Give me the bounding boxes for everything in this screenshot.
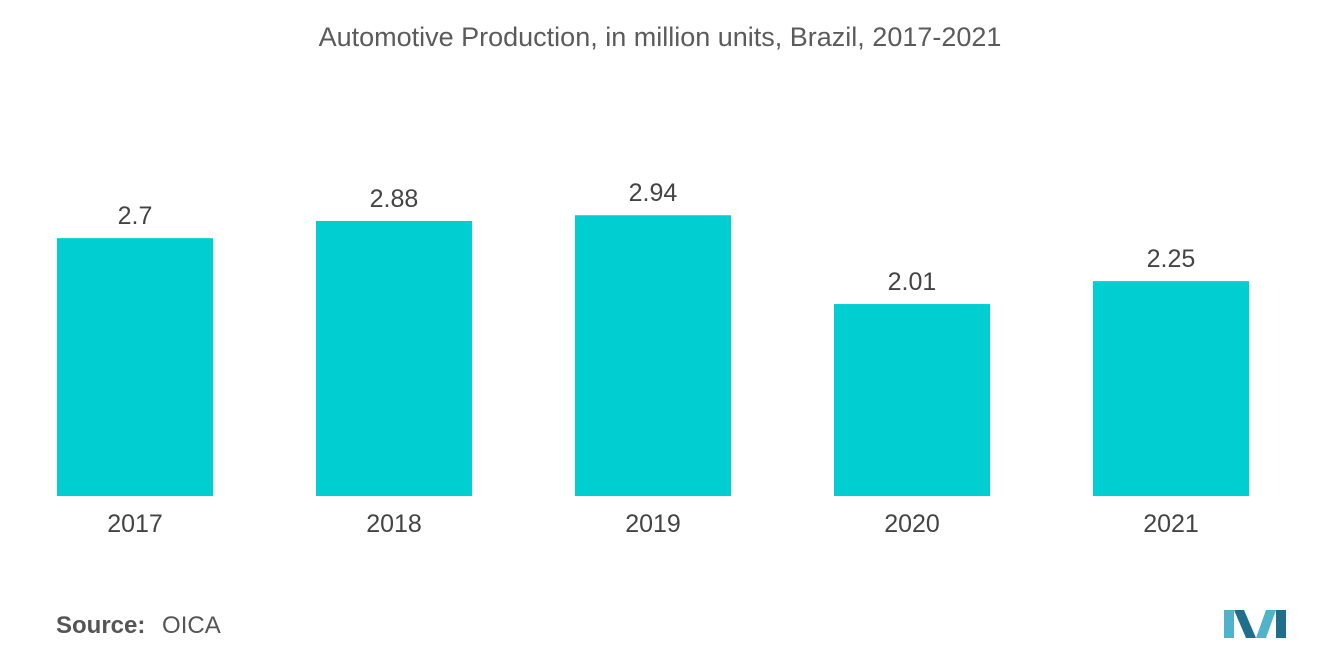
value-labels-layer: 2.7 2.88 2.94 2.01 2.25 xyxy=(118,179,1196,296)
logo-right-diagonal xyxy=(1256,610,1276,638)
value-label-2018: 2.88 xyxy=(370,185,419,213)
value-label-2017: 2.7 xyxy=(118,202,153,230)
bar-chart: 2.7 2.88 2.94 2.01 2.25 2017 2018 2019 2020 2021 xyxy=(57,179,1249,538)
x-axis: 2017 2018 2019 2020 2021 xyxy=(107,510,1199,538)
x-tick-label-2020: 2020 xyxy=(884,510,940,538)
value-label-2019: 2.94 xyxy=(629,179,678,207)
x-tick-label-2021: 2021 xyxy=(1143,510,1199,538)
bar-2021 xyxy=(1093,281,1249,496)
value-label-2021: 2.25 xyxy=(1147,245,1196,273)
source-note: Source: OICA xyxy=(56,612,221,640)
x-tick-label-2019: 2019 xyxy=(625,510,681,538)
logo-right-stroke xyxy=(1276,610,1286,638)
bars-layer xyxy=(57,215,1249,497)
x-tick-label-2017: 2017 xyxy=(107,510,163,538)
x-tick-label-2018: 2018 xyxy=(366,510,422,538)
logo-left-diagonal xyxy=(1234,610,1256,638)
bar-2018 xyxy=(316,220,472,496)
brand-logo-icon xyxy=(1224,610,1286,638)
bar-2020 xyxy=(834,304,990,496)
source-label: Source: xyxy=(56,612,146,639)
chart-title: Automotive Production, in million units,… xyxy=(318,22,1002,52)
source-value: OICA xyxy=(162,612,221,639)
logo-left-stroke xyxy=(1224,610,1234,638)
value-label-2020: 2.01 xyxy=(888,268,937,296)
bar-2019 xyxy=(575,215,731,497)
bar-2017 xyxy=(57,238,213,496)
